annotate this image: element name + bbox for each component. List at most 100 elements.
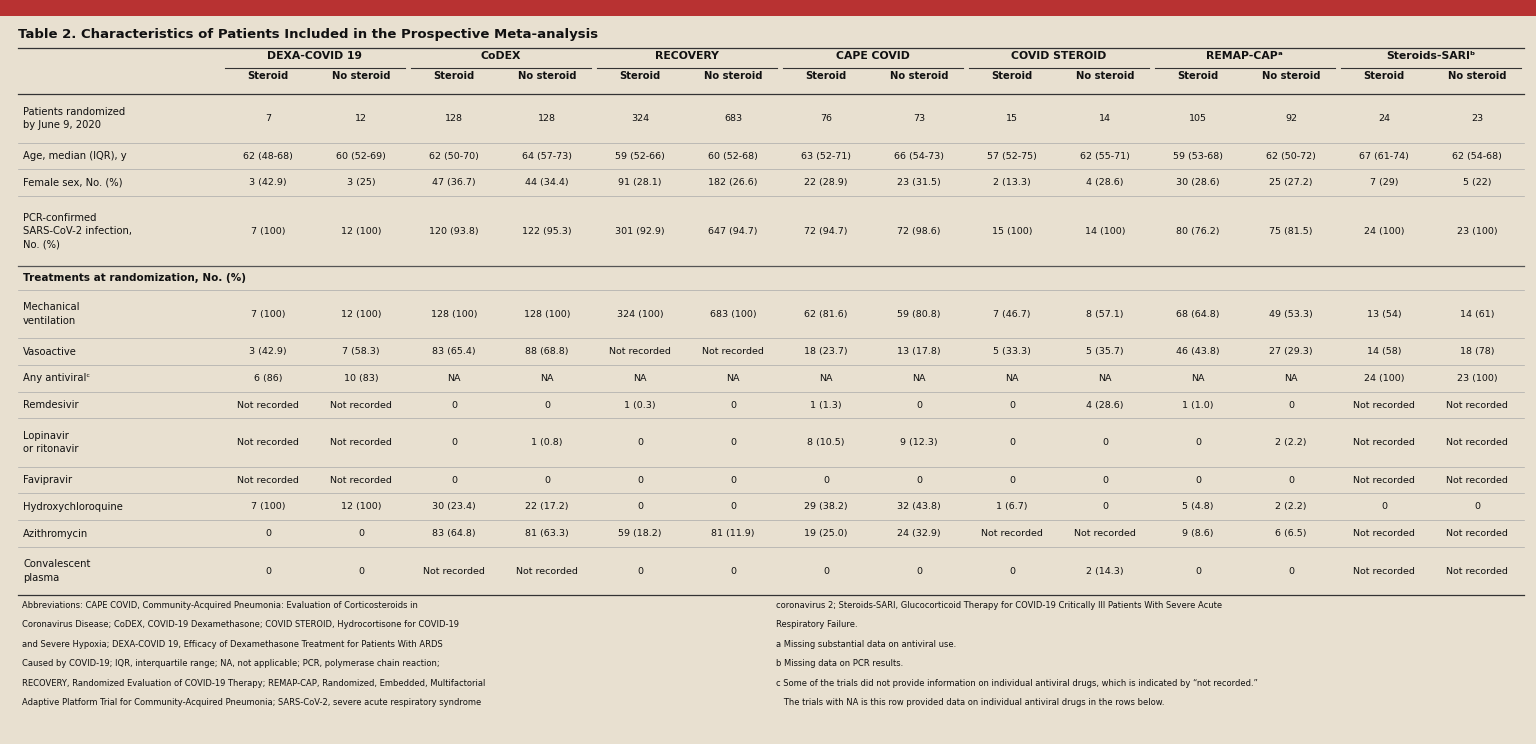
Text: Not recorded: Not recorded [516,567,578,576]
Text: 5 (22): 5 (22) [1462,179,1491,187]
Text: 8 (10.5): 8 (10.5) [808,438,845,447]
Text: 88 (68.8): 88 (68.8) [525,347,568,356]
Text: 1 (0.3): 1 (0.3) [624,400,656,410]
Text: 0: 0 [1009,400,1015,410]
Text: 0: 0 [1195,475,1201,484]
Text: 62 (54-68): 62 (54-68) [1452,152,1502,161]
Text: Steroid: Steroid [1364,71,1405,80]
Text: 59 (80.8): 59 (80.8) [897,310,942,318]
Text: 7 (100): 7 (100) [250,502,286,511]
Text: 14 (61): 14 (61) [1459,310,1495,318]
Text: 0: 0 [915,475,922,484]
Text: 6 (6.5): 6 (6.5) [1275,529,1307,538]
Text: a Missing substantial data on antiviral use.: a Missing substantial data on antiviral … [776,640,955,649]
Text: 0: 0 [915,567,922,576]
Text: 0: 0 [1009,567,1015,576]
Text: 1 (0.8): 1 (0.8) [531,438,562,447]
Text: 62 (50-72): 62 (50-72) [1266,152,1316,161]
Text: Female sex, No. (%): Female sex, No. (%) [23,178,123,187]
Text: 1 (1.3): 1 (1.3) [811,400,842,410]
Text: 66 (54-73): 66 (54-73) [894,152,945,161]
Text: Mechanical: Mechanical [23,302,80,312]
Text: 24 (32.9): 24 (32.9) [897,529,942,538]
Text: Age, median (IQR), y: Age, median (IQR), y [23,151,126,161]
Text: 5 (4.8): 5 (4.8) [1183,502,1213,511]
Text: 12 (100): 12 (100) [341,310,381,318]
Text: 47 (36.7): 47 (36.7) [432,179,476,187]
Text: No steroid: No steroid [1448,71,1507,80]
Text: 1 (1.0): 1 (1.0) [1183,400,1213,410]
Text: Not recorded: Not recorded [1447,475,1508,484]
Text: 3 (25): 3 (25) [347,179,375,187]
Text: 68 (64.8): 68 (64.8) [1177,310,1220,318]
Text: 3 (42.9): 3 (42.9) [249,179,287,187]
Text: 4 (28.6): 4 (28.6) [1086,179,1124,187]
Text: 120 (93.8): 120 (93.8) [430,226,479,236]
Text: SARS-CoV-2 infection,: SARS-CoV-2 infection, [23,226,132,236]
Text: 0: 0 [915,400,922,410]
Text: 23 (31.5): 23 (31.5) [897,179,942,187]
Text: Lopinavir: Lopinavir [23,431,69,441]
Text: 1 (6.7): 1 (6.7) [997,502,1028,511]
Text: REMAP-CAPᵃ: REMAP-CAPᵃ [1206,51,1283,60]
Text: Azithromycin: Azithromycin [23,529,88,539]
Text: Caused by COVID-19; IQR, interquartile range; NA, not applicable; PCR, polymeras: Caused by COVID-19; IQR, interquartile r… [22,659,439,668]
Text: 0: 0 [1289,567,1295,576]
Text: CAPE COVID: CAPE COVID [836,51,909,60]
Text: 0: 0 [1195,567,1201,576]
Text: 14 (100): 14 (100) [1084,226,1126,236]
Text: Coronavirus Disease; CoDEX, COVID-19 Dexamethasone; COVID STEROID, Hydrocortison: Coronavirus Disease; CoDEX, COVID-19 Dex… [22,620,459,629]
Text: Not recorded: Not recorded [237,475,300,484]
Text: 7 (58.3): 7 (58.3) [343,347,379,356]
Text: 0: 0 [637,502,644,511]
Text: 324 (100): 324 (100) [617,310,664,318]
Text: 62 (55-71): 62 (55-71) [1080,152,1130,161]
Text: Not recorded: Not recorded [1074,529,1137,538]
Text: 27 (29.3): 27 (29.3) [1269,347,1313,356]
Text: Table 2. Characteristics of Patients Included in the Prospective Meta-analysis: Table 2. Characteristics of Patients Inc… [18,28,599,40]
Text: 67 (61-74): 67 (61-74) [1359,152,1409,161]
Text: 15: 15 [1006,114,1018,123]
Text: Not recorded: Not recorded [702,347,763,356]
Text: Steroid: Steroid [1178,71,1220,80]
Text: 0: 0 [1475,502,1481,511]
Text: No steroid: No steroid [889,71,948,80]
Text: 72 (94.7): 72 (94.7) [805,226,848,236]
Text: Not recorded: Not recorded [237,400,300,410]
Text: 23 (100): 23 (100) [1458,373,1498,383]
Text: 0: 0 [358,529,364,538]
Text: No steroid: No steroid [518,71,576,80]
Text: 24: 24 [1378,114,1390,123]
Text: 83 (65.4): 83 (65.4) [432,347,476,356]
Text: 5 (33.3): 5 (33.3) [994,347,1031,356]
Text: NA: NA [541,373,554,383]
Text: No steroid: No steroid [1263,71,1321,80]
Text: NA: NA [1006,373,1018,383]
Text: 24 (100): 24 (100) [1364,373,1404,383]
Text: 2 (14.3): 2 (14.3) [1086,567,1124,576]
Text: 0: 0 [730,400,736,410]
Text: 0: 0 [452,400,458,410]
Text: PCR-confirmed: PCR-confirmed [23,213,97,222]
Text: 0: 0 [637,475,644,484]
Text: 6 (86): 6 (86) [253,373,283,383]
Text: 0: 0 [730,438,736,447]
Text: No steroid: No steroid [332,71,390,80]
Text: 324: 324 [631,114,650,123]
Text: NA: NA [1192,373,1204,383]
Text: Not recorded: Not recorded [1353,400,1415,410]
Text: 683 (100): 683 (100) [710,310,757,318]
Text: 30 (23.4): 30 (23.4) [432,502,476,511]
Text: 62 (81.6): 62 (81.6) [805,310,848,318]
Text: 80 (76.2): 80 (76.2) [1177,226,1220,236]
Text: Steroid: Steroid [619,71,660,80]
Text: coronavirus 2; Steroids-SARI, Glucocorticoid Therapy for COVID-19 Critically Ill: coronavirus 2; Steroids-SARI, Glucocorti… [776,601,1221,610]
Text: Not recorded: Not recorded [982,529,1043,538]
Text: 0: 0 [452,475,458,484]
Text: 81 (63.3): 81 (63.3) [525,529,568,538]
Text: 0: 0 [1009,475,1015,484]
Text: 13 (17.8): 13 (17.8) [897,347,942,356]
Text: 63 (52-71): 63 (52-71) [802,152,851,161]
Text: Not recorded: Not recorded [330,400,392,410]
Text: 59 (52-66): 59 (52-66) [616,152,665,161]
